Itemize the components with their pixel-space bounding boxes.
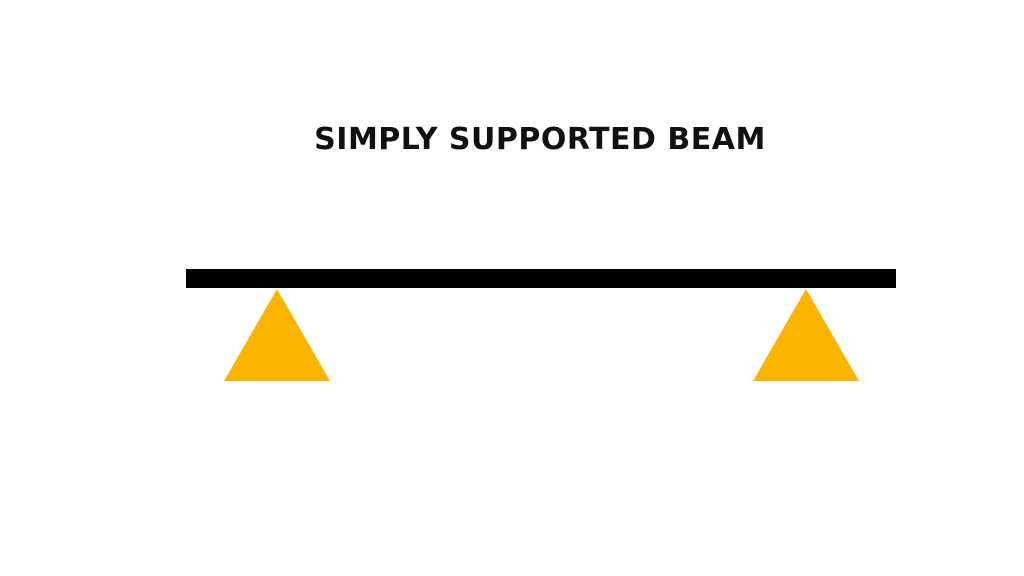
diagram-title: SIMPLY SUPPORTED BEAM [314, 122, 766, 157]
beam [186, 269, 896, 288]
left-support-triangle [224, 289, 330, 381]
right-support-triangle [753, 289, 859, 381]
